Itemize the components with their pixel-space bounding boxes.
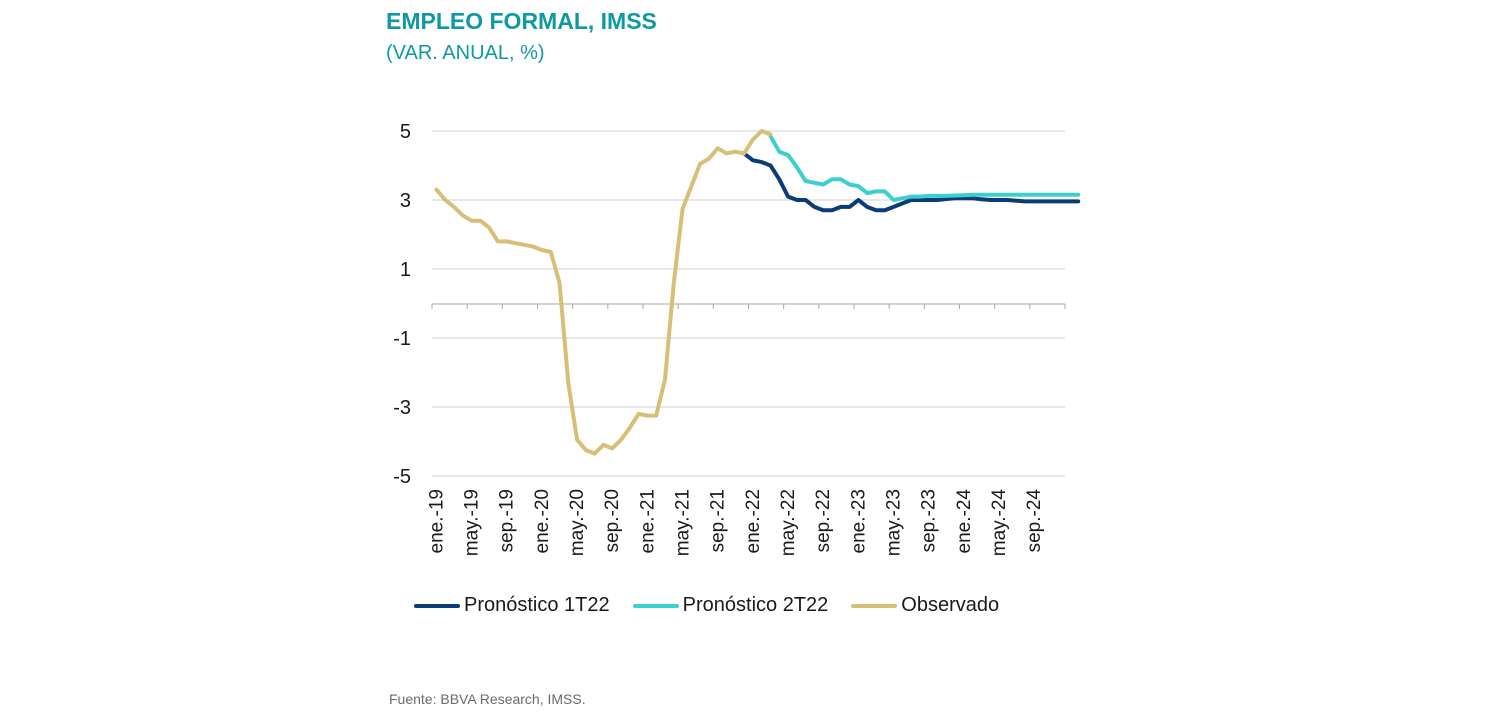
x-tick-label: ene.-19 [426,489,447,553]
legend-swatch-pronostico-1t22 [414,603,460,608]
y-tick-label: -1 [393,328,411,350]
source-note: Fuente: BBVA Research, IMSS. [389,691,586,707]
axis-layer [431,303,1066,309]
series-line-pron-stico-2t22 [768,134,1081,202]
x-tick-label: ene.-23 [848,489,869,553]
x-tick-label: may.-21 [673,489,694,556]
legend-swatch-observado [851,603,898,608]
y-tick-label: -5 [393,466,411,488]
series-layer [434,129,1081,456]
y-tick-label: -3 [393,397,411,419]
legend-item-observado: Observado [851,594,999,617]
x-tick-label: may.-22 [778,489,799,556]
legend-item-pronostico-2t22: Pronóstico 2T22 [632,594,829,617]
chart-title: EMPLEO FORMAL, IMSS [386,8,657,34]
y-tick-label: 5 [400,121,411,143]
legend-label-pronostico-2t22: Pronóstico 2T22 [682,594,829,616]
x-tick-label: may.-20 [567,489,588,556]
x-tick-label: ene.-20 [532,489,553,553]
legend-label-pronostico-1t22: Pronóstico 1T22 [464,594,610,616]
legend-item-pronostico-1t22: Pronóstico 1T22 [414,594,610,617]
x-tick-label: sep.-22 [813,489,834,552]
chart-subtitle: (VAR. ANUAL, %) [386,42,545,64]
x-tick-label: sep.-21 [708,489,729,552]
legend-swatch-pronostico-2t22 [632,603,679,608]
y-tick-label: 3 [400,190,411,212]
x-tick-label: may.-24 [989,489,1010,557]
x-tick-label: ene.-21 [637,489,658,553]
x-tick-label: ene.-24 [954,489,975,554]
x-tick-label: may.-19 [462,489,483,556]
x-tick-label: ene.-22 [743,489,764,553]
x-tick-label: sep.-23 [919,489,940,552]
x-tick-label: sep.-24 [1024,489,1045,553]
x-tick-label: sep.-19 [497,489,518,552]
x-tick-label: may.-23 [884,489,905,556]
x-tick-label: sep.-20 [602,489,623,552]
label-layer: 5 3 1 -1 -3 -5 ene.-19 may.-19 sep.-19 ene.-20 may… [393,121,1045,556]
legend: Pronóstico 1T22 Pronóstico 2T22 Observad… [414,594,1022,617]
series-line-pron-stico-1t22 [742,151,1081,213]
legend-label-observado: Observado [901,594,1000,616]
y-tick-label: 1 [400,259,411,281]
series-line-observado [434,129,773,456]
